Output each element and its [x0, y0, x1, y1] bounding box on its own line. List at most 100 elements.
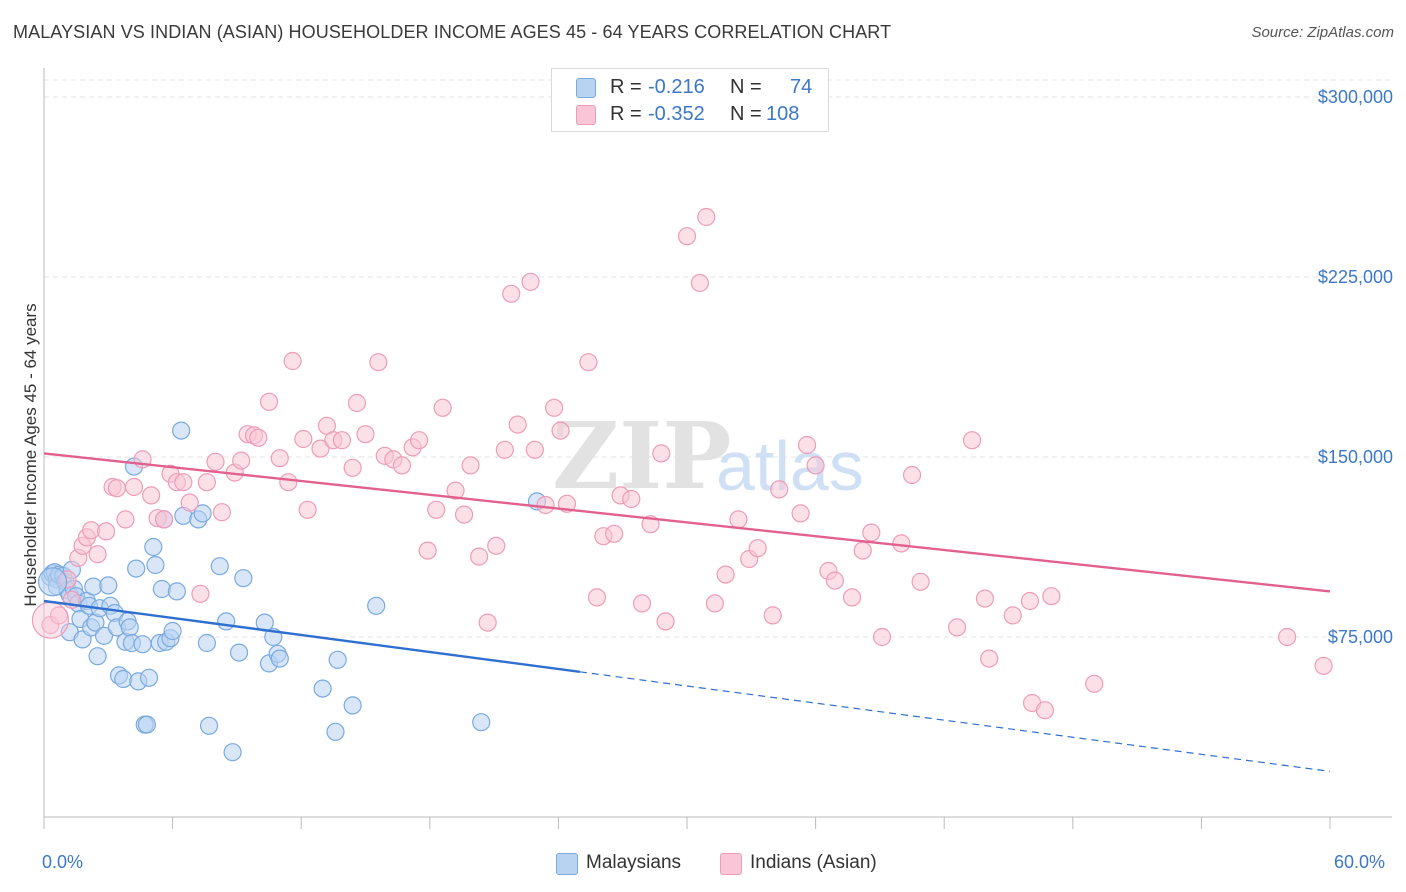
point-indian [88, 545, 107, 564]
point-indian [622, 489, 641, 509]
point-indian [116, 510, 135, 529]
legend-n-value: 108 [766, 103, 800, 125]
point-indian [705, 594, 724, 613]
legend-label: Indians (Asian) [750, 852, 877, 873]
point-malaysian [152, 579, 171, 599]
point-indian [356, 425, 375, 444]
point-indian [191, 584, 210, 603]
point-malaysian [146, 555, 165, 575]
legend-swatch-blue [556, 853, 578, 875]
point-malaysian [84, 577, 103, 596]
point-malaysian [197, 633, 216, 653]
point-indian [343, 458, 362, 477]
point-malaysian [127, 559, 146, 578]
point-indian [825, 571, 844, 590]
point-malaysian [88, 647, 107, 666]
point-indian [1020, 591, 1040, 611]
point-malaysian [270, 649, 289, 668]
point-malaysian [133, 635, 152, 654]
point-indian [174, 473, 193, 492]
legend-label: Malaysians [586, 852, 682, 873]
point-indian [677, 227, 697, 246]
point-indian [521, 272, 540, 291]
point-indian [763, 606, 782, 625]
watermark-atlas: atlas [716, 427, 864, 505]
point-indian [862, 523, 881, 542]
legend-swatch-blue [576, 78, 596, 98]
point-indian [690, 273, 709, 293]
chart-source: Source: ZipAtlas.com [1251, 24, 1394, 41]
point-indian [632, 594, 652, 613]
point-indian [206, 452, 225, 471]
point-indian [433, 398, 452, 417]
trend-line-extension [579, 671, 1331, 772]
point-indian [259, 392, 279, 411]
point-indian [605, 524, 624, 543]
point-indian [212, 503, 231, 522]
point-indian [298, 500, 317, 519]
point-indian [454, 505, 474, 524]
legend-n-label: N = [730, 103, 762, 125]
point-indian [536, 495, 555, 515]
point-malaysian [172, 421, 191, 440]
point-malaysian [367, 596, 386, 615]
y-tick-label: $225,000 [1318, 267, 1393, 287]
legend-r-value: -0.216 [648, 76, 705, 98]
point-indian [369, 353, 388, 372]
legend-r-label: R = [610, 76, 642, 98]
point-indian [1278, 627, 1297, 647]
point-malaysian [229, 643, 249, 662]
point-indian [579, 353, 598, 372]
point-indian [962, 431, 982, 450]
point-indian [446, 481, 465, 500]
point-malaysian [217, 612, 236, 631]
point-indian [842, 588, 862, 607]
point-malaysian [328, 650, 347, 669]
point-indian [249, 428, 268, 447]
point-indian [142, 486, 161, 505]
trend-line-indians [43, 452, 1331, 593]
point-indian [270, 449, 289, 468]
legend-r-label: R = [610, 103, 642, 125]
point-malaysian [99, 576, 118, 595]
point-indian [791, 504, 810, 523]
point-indian [97, 522, 116, 541]
point-malaysian [139, 668, 159, 687]
point-indian [1035, 701, 1055, 720]
point-malaysian [163, 621, 182, 641]
point-indian [770, 480, 789, 499]
point-malaysian [120, 618, 139, 637]
correlation-legend: R = -0.216 N = 74 R = -0.352 N = 108 [551, 68, 829, 132]
point-indian [748, 539, 767, 558]
point-malaysian [223, 743, 242, 762]
point-indian [729, 510, 748, 529]
point-indian [82, 521, 101, 540]
axes [43, 68, 1392, 829]
point-indian [180, 493, 199, 512]
point-indian [409, 431, 429, 450]
point-indian [1003, 606, 1022, 625]
point-malaysian [199, 716, 219, 735]
point-malaysian [167, 582, 186, 601]
point-indian [469, 547, 489, 566]
point-indian [697, 207, 716, 227]
trend-line-malaysians [43, 599, 580, 673]
point-indian [283, 351, 302, 371]
point-indian [124, 477, 144, 497]
point-indian [911, 572, 930, 591]
point-indian [1085, 674, 1104, 693]
point-indian [1314, 656, 1333, 675]
point-malaysian [343, 696, 362, 715]
trend-lines [43, 452, 1331, 772]
point-indian [797, 435, 817, 455]
point-indian [980, 649, 999, 668]
point-indian [975, 589, 995, 608]
point-indian [716, 565, 735, 584]
grid-lines [44, 79, 1392, 638]
point-malaysian [94, 626, 114, 645]
point-malaysian [193, 504, 212, 523]
point-malaysian [313, 679, 332, 698]
y-tick-labels: $75,000 $150,000 $225,000 $300,000 [1318, 87, 1393, 647]
point-indian [427, 500, 446, 519]
